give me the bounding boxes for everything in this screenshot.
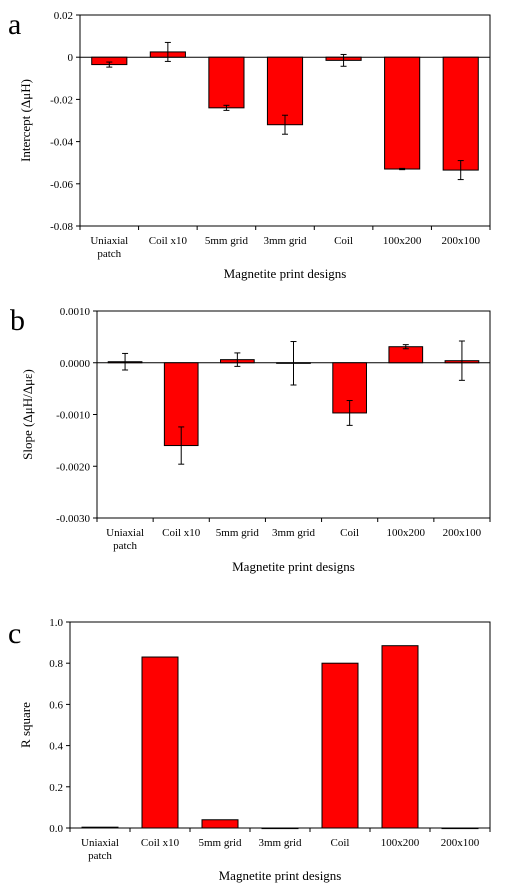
- y-tick-label: 0.8: [49, 658, 63, 670]
- y-tick-label: 0.4: [49, 741, 63, 753]
- bar: [442, 56, 479, 171]
- error-bar: [234, 352, 241, 367]
- x-tick-label: 3mm grid: [272, 527, 316, 539]
- bar: [208, 56, 245, 109]
- x-tick-label: Coil: [331, 837, 350, 849]
- bar: [266, 56, 304, 126]
- x-tick-label: 100x200: [387, 527, 426, 539]
- x-axis-label: Magnetite print designs: [219, 868, 342, 883]
- y-tick-label: 0.0010: [60, 306, 91, 318]
- error-bar: [106, 61, 113, 68]
- y-axis-label: Intercept (ΔμH): [18, 79, 33, 162]
- y-tick-label: 0.2: [49, 782, 63, 794]
- error-bar: [290, 341, 297, 386]
- x-tick-label: patch: [88, 850, 112, 862]
- y-axis-label: R square: [18, 702, 33, 748]
- error-bar: [340, 53, 347, 67]
- y-tick-label: -0.02: [50, 94, 73, 106]
- error-bar: [223, 104, 230, 111]
- panel-letter: b: [10, 304, 25, 337]
- y-tick-label: 0.0: [49, 823, 63, 835]
- bar: [384, 56, 421, 170]
- error-bar: [282, 114, 288, 135]
- error-bar: [399, 167, 406, 171]
- error-bar: [122, 352, 129, 371]
- error-bar: [457, 160, 464, 181]
- y-tick-label: -0.0020: [56, 461, 90, 473]
- x-tick-label: Coil x10: [141, 837, 180, 849]
- y-tick-label: -0.08: [50, 221, 73, 233]
- x-tick-label: Uniaxial: [90, 235, 128, 247]
- y-axis-label: Slope (ΔμH/Δμε): [20, 369, 35, 460]
- error-bar: [458, 340, 465, 381]
- x-tick-label: 200x100: [441, 235, 480, 247]
- x-tick-label: Uniaxial: [81, 837, 119, 849]
- x-tick-label: 5mm grid: [198, 837, 242, 849]
- x-tick-label: 100x200: [383, 235, 422, 247]
- bar: [201, 819, 239, 829]
- y-tick-label: 1.0: [49, 617, 63, 629]
- x-tick-label: Coil x10: [162, 527, 201, 539]
- y-tick-label: -0.0030: [56, 513, 90, 525]
- error-bar: [164, 41, 171, 62]
- panel-letter: c: [8, 617, 21, 650]
- y-tick-label: 0.0000: [60, 358, 91, 370]
- x-tick-label: 5mm grid: [205, 235, 249, 247]
- x-tick-label: 200x100: [441, 837, 480, 849]
- y-tick-label: -0.04: [50, 137, 73, 149]
- x-tick-label: 5mm grid: [216, 527, 260, 539]
- bar: [321, 662, 359, 829]
- x-tick-label: 3mm grid: [263, 235, 307, 247]
- y-tick-label: 0.6: [49, 699, 63, 711]
- x-tick-label: patch: [113, 540, 137, 552]
- bar: [381, 645, 419, 829]
- x-axis-label: Magnetite print designs: [224, 266, 347, 281]
- error-bar: [402, 344, 409, 350]
- x-tick-label: 3mm grid: [258, 837, 302, 849]
- x-axis-label: Magnetite print designs: [232, 559, 355, 574]
- y-tick-label: -0.06: [50, 179, 73, 191]
- chart-panel-b: b 0.0010 0.0000 -0.0010 -0.0020 -0.0030 Uniaxi…: [10, 304, 491, 574]
- bar: [141, 656, 179, 829]
- error-bar: [178, 426, 185, 465]
- plot-area: [69, 621, 491, 829]
- y-tick-label: 0.02: [54, 10, 73, 22]
- x-tick-label: patch: [97, 248, 121, 260]
- x-tick-label: Coil: [334, 235, 353, 247]
- error-bar: [346, 400, 353, 426]
- x-tick-label: Coil: [340, 527, 359, 539]
- y-tick-label: 0: [68, 52, 74, 64]
- x-tick-label: 100x200: [381, 837, 420, 849]
- y-tick-label: -0.0010: [56, 410, 90, 422]
- x-tick-label: Uniaxial: [106, 527, 144, 539]
- panel-letter: a: [8, 8, 21, 41]
- x-tick-label: 200x100: [443, 527, 482, 539]
- x-tick-label: Coil x10: [149, 235, 188, 247]
- plot-area: [79, 14, 491, 227]
